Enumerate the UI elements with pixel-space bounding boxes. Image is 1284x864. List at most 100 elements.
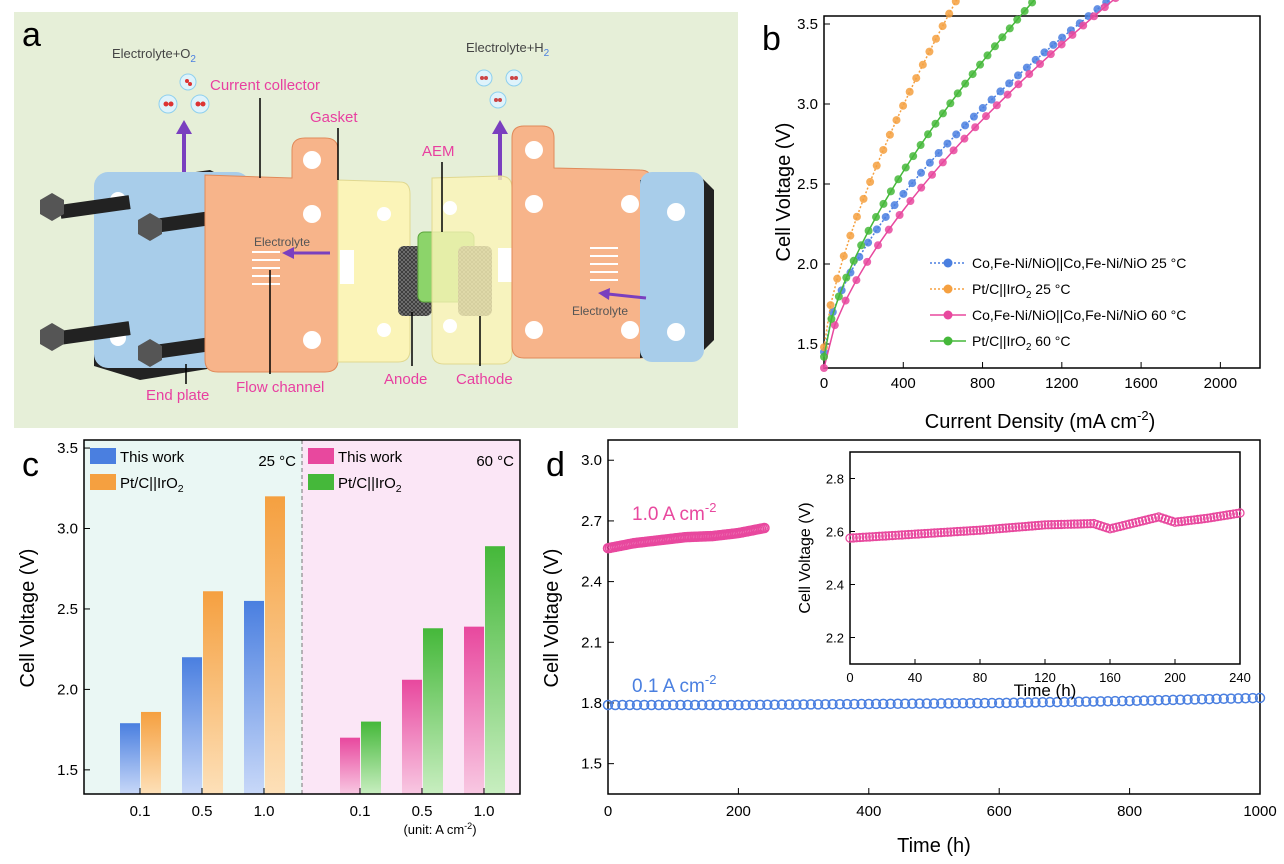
series-point-0 bbox=[952, 130, 961, 139]
inset-point-0 bbox=[978, 525, 988, 535]
inset-point-0 bbox=[1170, 517, 1180, 527]
point-1 bbox=[638, 699, 650, 711]
x-tick-label: 200 bbox=[726, 803, 751, 820]
bar-1-1-1 bbox=[423, 628, 443, 794]
point-1 bbox=[1131, 695, 1143, 707]
panel-b-ylabel: Cell Voltage (V) bbox=[773, 123, 795, 262]
series-point-3 bbox=[938, 109, 947, 118]
series-point-3 bbox=[916, 141, 925, 150]
point-1 bbox=[928, 698, 940, 709]
series-point-0 bbox=[1049, 40, 1058, 49]
inset-point-0 bbox=[913, 529, 923, 539]
point-1 bbox=[798, 699, 809, 710]
series-point-2 bbox=[1003, 90, 1012, 99]
series-point-0 bbox=[890, 201, 899, 210]
series-point-2 bbox=[917, 183, 926, 192]
inset-point-0 bbox=[1189, 515, 1200, 525]
inset-point-0 bbox=[1186, 515, 1196, 525]
point-1 bbox=[805, 699, 817, 710]
inset-point-0 bbox=[1225, 509, 1235, 520]
bar-0-0-2 bbox=[244, 600, 264, 794]
inset-point-0 bbox=[1007, 522, 1018, 533]
inset-point-0 bbox=[968, 525, 979, 536]
point-1 bbox=[986, 697, 998, 709]
inset-point-0 bbox=[881, 531, 891, 541]
x-tick-label: 0.5 bbox=[192, 803, 213, 820]
series-point-3 bbox=[820, 352, 828, 361]
point-1 bbox=[885, 698, 896, 710]
point-1 bbox=[1073, 696, 1085, 707]
inset-point-0 bbox=[1079, 519, 1089, 529]
point-1 bbox=[964, 697, 976, 709]
inset-point-0 bbox=[1202, 513, 1213, 523]
inset-y-tick-label: 2.6 bbox=[826, 525, 844, 540]
series-point-3 bbox=[1005, 24, 1014, 33]
series-point-2 bbox=[1014, 80, 1023, 89]
y-tick-label: 2.5 bbox=[57, 601, 78, 618]
point-1 bbox=[769, 699, 780, 710]
point-1 bbox=[740, 699, 751, 711]
point-1 bbox=[733, 699, 744, 711]
point-1 bbox=[1051, 696, 1063, 708]
inset-point-0 bbox=[1037, 520, 1047, 530]
point-1 bbox=[711, 699, 722, 711]
x-tick-label: 0.1 bbox=[130, 803, 151, 820]
inset-point-0 bbox=[1206, 513, 1216, 523]
inset-point-0 bbox=[985, 524, 995, 535]
point-1 bbox=[1254, 692, 1266, 704]
point-1 bbox=[1044, 696, 1056, 708]
right-end-plate bbox=[640, 172, 714, 362]
series-point-0 bbox=[917, 168, 926, 177]
series-point-2 bbox=[906, 197, 915, 206]
inset-y-tick-label: 2.2 bbox=[826, 631, 844, 646]
series-point-0 bbox=[987, 95, 996, 104]
inset-x-tick-label: 80 bbox=[973, 670, 987, 685]
series-point-0 bbox=[899, 189, 908, 198]
point-1 bbox=[696, 699, 708, 711]
group-temp-label-0: 25 °C bbox=[258, 453, 296, 470]
point-1 bbox=[1196, 694, 1208, 705]
inset-point-0 bbox=[887, 530, 897, 541]
series-point-2 bbox=[1068, 30, 1077, 39]
electrolyte-right-label: Electrolyte bbox=[572, 304, 628, 318]
panel-b-letter: b bbox=[762, 20, 781, 58]
series-point-1 bbox=[912, 74, 921, 83]
legend-marker-0 bbox=[943, 258, 953, 268]
series-point-2 bbox=[1046, 50, 1055, 59]
inset-point-0 bbox=[903, 529, 914, 540]
inset-point-0 bbox=[1056, 519, 1066, 530]
y-tick-label: 3.0 bbox=[581, 452, 602, 469]
inset-point-0 bbox=[1059, 519, 1070, 529]
point-1 bbox=[1160, 694, 1172, 706]
point-1 bbox=[1008, 697, 1019, 708]
point-1 bbox=[631, 699, 643, 711]
inset-point-0 bbox=[894, 530, 904, 540]
panel-d-frame bbox=[607, 439, 1261, 795]
point-1 bbox=[1015, 697, 1027, 708]
aem-label: AEM bbox=[422, 143, 455, 160]
x-tick-label: 1600 bbox=[1124, 375, 1157, 392]
inset-point-0 bbox=[1199, 513, 1209, 524]
series-point-3 bbox=[886, 187, 895, 196]
panel-d-letter: d bbox=[546, 446, 565, 484]
series-point-3 bbox=[842, 273, 851, 282]
point-1 bbox=[1146, 695, 1157, 706]
point-1 bbox=[624, 699, 635, 711]
point-1 bbox=[856, 698, 867, 710]
bar-0-0-1 bbox=[182, 657, 202, 794]
point-1 bbox=[1066, 696, 1077, 708]
inset-point-0 bbox=[1033, 520, 1044, 531]
series-point-1 bbox=[899, 101, 908, 110]
series-point-1 bbox=[826, 301, 835, 310]
point-1 bbox=[972, 697, 983, 709]
inset-point-0 bbox=[955, 526, 966, 537]
inset-point-0 bbox=[1085, 518, 1096, 529]
series-point-1 bbox=[859, 194, 868, 203]
point-1 bbox=[849, 698, 860, 710]
y-tick-label: 2.1 bbox=[581, 634, 602, 651]
inset-point-0 bbox=[939, 527, 949, 538]
inset-point-0 bbox=[981, 524, 992, 535]
inset-point-0 bbox=[916, 529, 927, 539]
series-point-0 bbox=[908, 179, 917, 188]
panel-d-ylabel: Cell Voltage (V) bbox=[541, 549, 563, 688]
